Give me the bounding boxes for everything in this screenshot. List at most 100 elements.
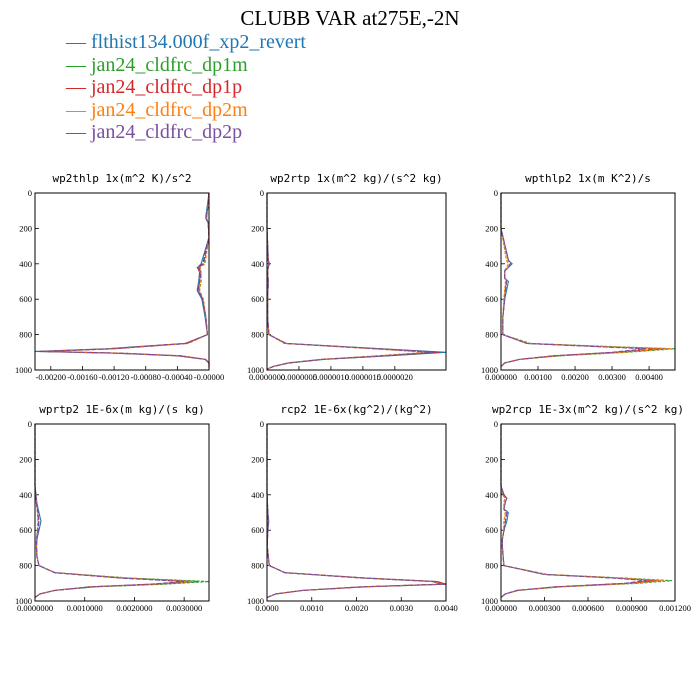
x-tick-label: 0.000000	[485, 603, 517, 613]
x-tick-label: 0.0000010	[313, 372, 349, 382]
x-tick-label: 0.000000	[485, 372, 517, 382]
legend-label: jan24_cldfrc_dp2p	[91, 121, 243, 143]
y-tick-label: 200	[251, 223, 264, 233]
y-tick-label: 200	[485, 454, 498, 464]
x-tick-label: -0.00120	[99, 372, 129, 382]
plot-frame	[500, 192, 676, 371]
series-line	[34, 192, 210, 368]
series-line	[500, 424, 664, 598]
panel-title: wp2rcp 1E-3x(m^2 kg)/(s^2 kg)	[492, 403, 684, 416]
series-line	[266, 193, 427, 370]
x-tick-label: 0.0000020	[377, 372, 413, 382]
x-tick-label: 0.0040	[434, 603, 457, 613]
x-tick-label: -0.00040	[162, 372, 192, 382]
plot-frame	[34, 192, 210, 371]
x-tick-label: 0.0010000	[67, 603, 103, 613]
y-tick-label: 600	[485, 294, 498, 304]
x-tick-label: 0.0000015	[345, 372, 381, 382]
y-tick-label: 400	[485, 259, 498, 269]
legend-label: jan24_cldfrc_dp1m	[91, 53, 248, 76]
chart-panel: wprtp2 1E-6x(m kg)/(s kg) 0 200 400 600 800 10…	[15, 403, 210, 613]
y-tick-label: 800	[485, 561, 498, 571]
y-tick-label: 200	[19, 223, 32, 233]
y-tick-label: 0	[260, 419, 264, 429]
legend-entry: — jan24_cldfrc_dp1p	[66, 76, 306, 99]
legend-label: jan24_cldfrc_dp2m	[91, 98, 248, 121]
y-tick-label: 800	[485, 330, 498, 340]
y-tick-label: 1000	[247, 365, 264, 375]
series-line	[500, 193, 676, 367]
legend-line-icon: —	[66, 98, 91, 121]
panel-title: rcp2 1E-6x(kg^2)/(kg^2)	[280, 403, 432, 416]
y-tick-label: 0	[28, 419, 32, 429]
series-line	[500, 193, 668, 367]
y-tick-label: 0	[28, 188, 32, 198]
figure-title: CLUBB VAR at275E,-2N	[240, 6, 460, 30]
chart-panel: wp2rcp 1E-3x(m^2 kg)/(s^2 kg) 0 200 400 600 8…	[481, 403, 691, 613]
y-tick-label: 400	[251, 490, 264, 500]
series-line	[34, 424, 190, 598]
series-line	[266, 193, 447, 370]
y-tick-label: 200	[19, 454, 32, 464]
y-tick-label: 0	[494, 188, 498, 198]
y-tick-label: 400	[19, 259, 32, 269]
series-line	[46, 192, 210, 368]
series-line	[500, 193, 661, 367]
series-line	[500, 424, 661, 598]
series-line	[266, 424, 447, 598]
series-line	[38, 192, 210, 368]
series-line	[500, 424, 647, 598]
legend-entry: — jan24_cldfrc_dp2p	[66, 121, 306, 144]
x-tick-label: 0.0000	[255, 603, 278, 613]
legend: — flthist134.000f_xp2_revert — jan24_cld…	[66, 31, 306, 144]
series-line	[34, 424, 210, 598]
plot-frame	[266, 192, 447, 371]
x-tick-label: -0.00160	[67, 372, 97, 382]
x-tick-label: -0.00080	[130, 372, 160, 382]
y-tick-label: 400	[485, 490, 498, 500]
y-tick-label: 400	[19, 490, 32, 500]
panel-title: wp2rtp 1x(m^2 kg)/(s^2 kg)	[270, 172, 442, 185]
y-tick-label: 0	[494, 419, 498, 429]
x-tick-label: 0.0020	[345, 603, 368, 613]
series-line	[500, 193, 646, 367]
y-tick-label: 1000	[481, 596, 498, 606]
legend-label: flthist134.000f_xp2_revert	[91, 31, 306, 53]
plot-frame	[500, 423, 676, 602]
series-line	[500, 193, 672, 367]
chart-panel: rcp2 1E-6x(kg^2)/(kg^2) 0 200 400 600 800 1000…	[247, 403, 458, 613]
legend-entry: — flthist134.000f_xp2_revert	[66, 31, 306, 54]
legend-line-icon: —	[66, 121, 91, 143]
x-tick-label: 0.0030000	[166, 603, 202, 613]
y-tick-label: 200	[251, 454, 264, 464]
x-tick-label: 0.0000005	[281, 372, 317, 382]
legend-label: jan24_cldfrc_dp1p	[91, 76, 243, 98]
plot-frame	[34, 423, 210, 602]
x-tick-label: 0.0000000	[249, 372, 285, 382]
y-tick-label: 800	[19, 330, 32, 340]
panel-title: wpthlp2 1x(m K^2)/s	[525, 172, 651, 185]
panel-title: wprtp2 1E-6x(m kg)/(s kg)	[39, 403, 205, 416]
legend-line-icon: —	[66, 31, 91, 53]
series-line	[42, 192, 210, 368]
series-line	[266, 424, 447, 598]
legend-entry: — jan24_cldfrc_dp2m	[66, 99, 306, 122]
y-tick-label: 600	[251, 294, 264, 304]
x-tick-label: 0.00400	[635, 372, 663, 382]
series-line	[266, 424, 442, 598]
series-line	[34, 424, 195, 598]
x-tick-label: 0.0000000	[17, 603, 53, 613]
panel-title: wp2thlp 1x(m^2 K)/s^2	[52, 172, 191, 185]
plot-frame	[266, 423, 447, 602]
y-tick-label: 600	[19, 294, 32, 304]
y-tick-label: 800	[251, 330, 264, 340]
x-tick-label: 0.001200	[659, 603, 691, 613]
chart-panel: wpthlp2 1x(m K^2)/s020040060080010000.00…	[481, 172, 676, 382]
x-tick-label: -0.00200	[36, 372, 66, 382]
x-tick-label: 0.0010	[300, 603, 323, 613]
x-tick-label: 0.000900	[616, 603, 648, 613]
y-tick-label: 600	[19, 525, 32, 535]
y-tick-label: 1000	[481, 365, 498, 375]
x-tick-label: -0.00000	[194, 372, 224, 382]
